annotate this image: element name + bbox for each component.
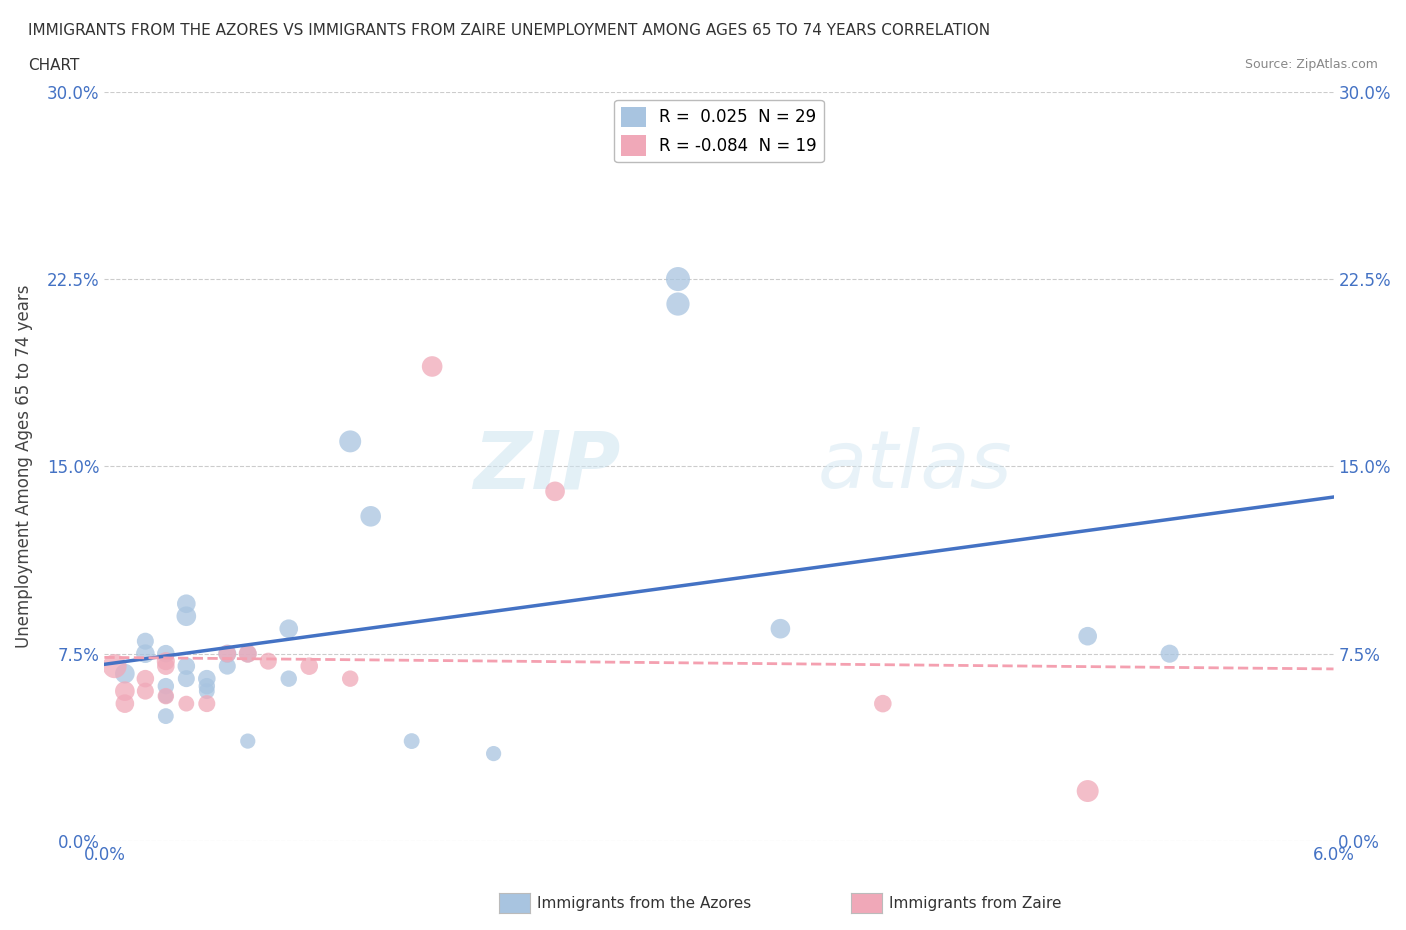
Point — [1159, 646, 1181, 661]
Point — [298, 658, 321, 673]
Point — [195, 684, 218, 698]
Point — [1077, 784, 1099, 799]
Point — [134, 646, 156, 661]
Legend: R =  0.025  N = 29, R = -0.084  N = 19: R = 0.025 N = 29, R = -0.084 N = 19 — [614, 100, 824, 163]
Point — [666, 297, 689, 312]
Point — [236, 646, 259, 661]
Point — [872, 697, 894, 711]
Point — [176, 658, 198, 673]
Point — [217, 658, 239, 673]
Point — [195, 679, 218, 694]
Point — [134, 633, 156, 648]
Point — [176, 671, 198, 686]
Point — [544, 484, 567, 498]
Text: Immigrants from Zaire: Immigrants from Zaire — [889, 896, 1062, 910]
Point — [236, 646, 259, 661]
Point — [257, 654, 280, 669]
Point — [217, 646, 239, 661]
Text: Immigrants from the Azores: Immigrants from the Azores — [537, 896, 751, 910]
Point — [176, 596, 198, 611]
Point — [155, 689, 177, 704]
Point — [155, 709, 177, 724]
Point — [114, 666, 136, 681]
Point — [155, 689, 177, 704]
Point — [236, 734, 259, 749]
Point — [277, 671, 299, 686]
Point — [339, 671, 361, 686]
Point — [339, 434, 361, 449]
Text: atlas: atlas — [817, 428, 1012, 505]
Text: ZIP: ZIP — [474, 428, 620, 505]
Text: CHART: CHART — [28, 58, 80, 73]
Point — [195, 671, 218, 686]
Point — [155, 658, 177, 673]
Point — [1077, 629, 1099, 644]
Point — [217, 646, 239, 661]
Text: Source: ZipAtlas.com: Source: ZipAtlas.com — [1244, 58, 1378, 71]
Point — [176, 697, 198, 711]
Point — [155, 679, 177, 694]
Point — [155, 646, 177, 661]
Point — [666, 272, 689, 286]
Point — [482, 746, 505, 761]
Point — [401, 734, 423, 749]
Point — [134, 684, 156, 698]
Point — [360, 509, 382, 524]
Point — [277, 621, 299, 636]
Point — [769, 621, 792, 636]
Point — [195, 697, 218, 711]
Point — [420, 359, 443, 374]
Point — [114, 697, 136, 711]
Text: IMMIGRANTS FROM THE AZORES VS IMMIGRANTS FROM ZAIRE UNEMPLOYMENT AMONG AGES 65 T: IMMIGRANTS FROM THE AZORES VS IMMIGRANTS… — [28, 23, 990, 38]
Y-axis label: Unemployment Among Ages 65 to 74 years: Unemployment Among Ages 65 to 74 years — [15, 285, 32, 648]
Point — [114, 684, 136, 698]
Point — [176, 609, 198, 624]
Point — [155, 654, 177, 669]
Point — [104, 658, 127, 673]
Point — [134, 671, 156, 686]
